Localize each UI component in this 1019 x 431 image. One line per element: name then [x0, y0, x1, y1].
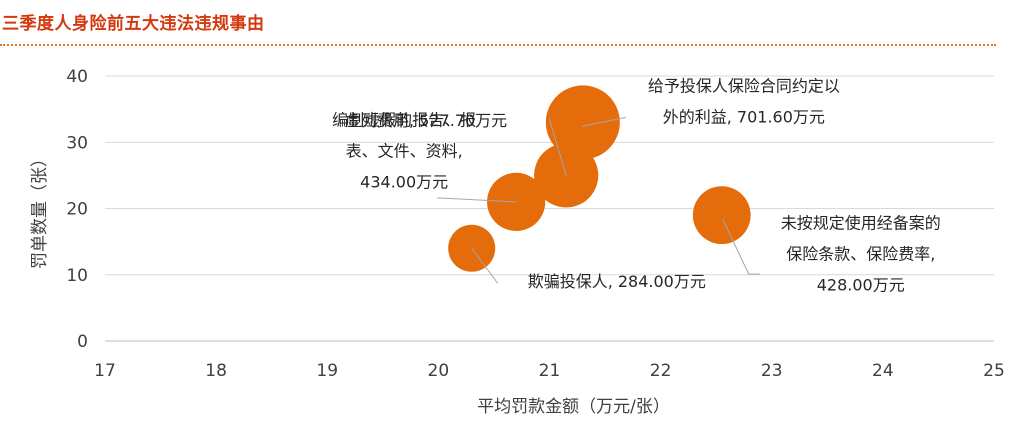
data-label: 虚列费用, 527.70万元: [345, 111, 507, 130]
y-axis-title: 罚单数量（张）: [30, 150, 50, 269]
data-labels: 欺骗投保人, 284.00万元 编制虚假的报告、报表、文件、资料, 434.00万元…: [332, 76, 941, 294]
y-tick-label: 40: [66, 67, 88, 87]
leader-line: [581, 116, 626, 127]
leader-line: [471, 247, 499, 284]
title-divider: [0, 44, 996, 46]
x-tick-label: 17: [94, 361, 116, 381]
y-axis-ticks: 0 10 20 30 40: [66, 67, 88, 352]
data-label: 表、文件、资料,: [346, 141, 463, 160]
x-tick-label: 23: [761, 361, 783, 381]
data-label: 保险条款、保险费率,: [786, 245, 935, 264]
bubbles: [448, 85, 751, 272]
bubble: [545, 85, 620, 160]
leader-line: [437, 197, 517, 203]
y-tick-label: 10: [66, 266, 88, 286]
y-tick-label: 0: [77, 332, 88, 352]
x-tick-label: 22: [650, 361, 672, 381]
data-label: 434.00万元: [360, 172, 448, 191]
data-label: 编制虚假的报告、报: [332, 110, 476, 129]
leader-line: [722, 218, 760, 275]
x-axis-ticks: 17 18 19 20 21 22 23 24 25: [94, 361, 1005, 381]
x-tick-label: 21: [539, 361, 561, 381]
leader-line: [548, 118, 567, 176]
x-tick-label: 20: [428, 361, 450, 381]
leader-lines: [437, 116, 760, 284]
x-tick-label: 24: [872, 361, 894, 381]
x-tick-label: 25: [983, 361, 1005, 381]
x-tick-label: 19: [316, 361, 338, 381]
gridlines: [105, 75, 994, 276]
data-label: 428.00万元: [817, 276, 905, 295]
x-tick-label: 18: [205, 361, 227, 381]
data-label: 欺骗投保人, 284.00万元: [528, 272, 706, 291]
data-label: 外的利益, 701.60万元: [663, 107, 825, 126]
x-axis-title: 平均罚款金额（万元/张）: [477, 397, 670, 417]
data-label: 未按规定使用经备案的: [781, 214, 941, 233]
bubble: [692, 186, 751, 245]
page-title: 三季度人身险前五大违法违规事由: [2, 14, 265, 34]
data-label: 给予投保人保险合同约定以: [648, 76, 840, 95]
y-tick-label: 20: [66, 200, 88, 220]
y-tick-label: 30: [66, 133, 88, 153]
